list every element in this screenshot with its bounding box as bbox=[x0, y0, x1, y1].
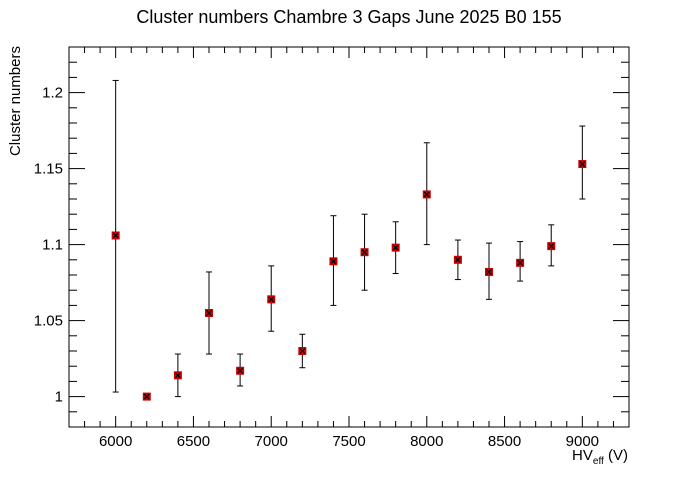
y-tick-label: 1.2 bbox=[42, 85, 63, 102]
data-point-cross bbox=[454, 256, 461, 263]
data-point-cross bbox=[423, 191, 430, 198]
x-axis-label-subscript: eff bbox=[593, 456, 604, 467]
data-point-cross bbox=[548, 243, 555, 250]
x-tick-label: 8500 bbox=[488, 433, 521, 450]
data-point-cross bbox=[268, 296, 275, 303]
chart-title: Cluster numbers Chambre 3 Gaps June 2025… bbox=[136, 7, 561, 27]
x-tick-label: 7000 bbox=[255, 433, 288, 450]
y-tick-label: 1.15 bbox=[34, 161, 63, 178]
data-point-cross bbox=[299, 348, 306, 354]
y-tick-label: 1.1 bbox=[42, 237, 63, 254]
data-point-cross bbox=[237, 367, 244, 374]
x-tick-label: 8000 bbox=[410, 433, 443, 450]
x-tick-label: 6000 bbox=[99, 433, 132, 450]
error-bars bbox=[112, 79, 586, 398]
x-tick-label: 7500 bbox=[332, 433, 365, 450]
data-point-cross bbox=[206, 310, 212, 316]
data-point-cross bbox=[486, 269, 492, 275]
x-tick-label: 6500 bbox=[177, 433, 210, 450]
x-tick-label: 9000 bbox=[566, 433, 599, 450]
x-axis-label-main: HV bbox=[572, 447, 593, 464]
data-point-cross bbox=[174, 372, 181, 379]
y-axis: 1 1.05 1.1 1.15 1.2 bbox=[34, 46, 629, 428]
x-axis: 6000 6500 7000 7500 8000 8500 9000 bbox=[68, 47, 630, 450]
y-tick-label: 1 bbox=[55, 389, 63, 406]
data-point-cross bbox=[143, 393, 150, 400]
y-axis-label: Cluster numbers bbox=[7, 46, 24, 156]
data-point-cross bbox=[392, 244, 399, 251]
data-point-cross bbox=[112, 232, 119, 239]
data-point-cross bbox=[361, 249, 368, 256]
plot-frame bbox=[68, 46, 630, 428]
data-point-cross bbox=[579, 161, 586, 167]
y-tick-label: 1.05 bbox=[34, 313, 63, 330]
data-point-cross bbox=[517, 259, 524, 266]
x-axis-label-suffix: (V) bbox=[604, 447, 628, 464]
data-point-cross bbox=[330, 258, 337, 265]
data-markers bbox=[111, 160, 587, 401]
x-axis-label: HVeff (V) bbox=[572, 447, 628, 467]
